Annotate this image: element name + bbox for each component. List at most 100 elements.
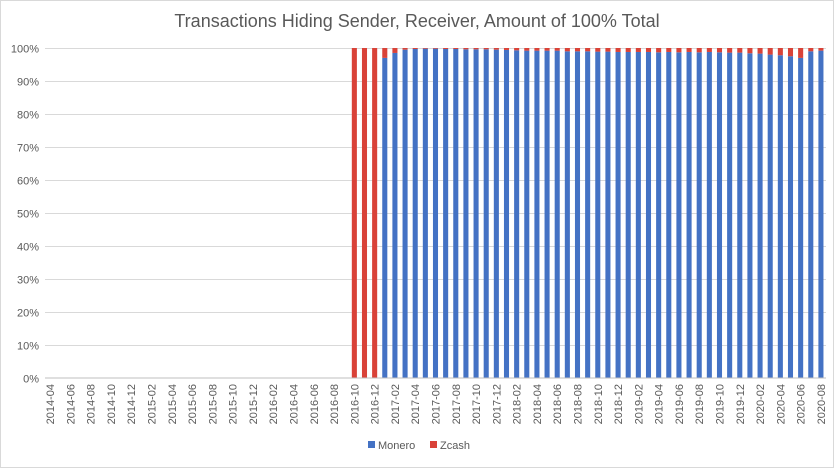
x-tick-label: 2019-04 [654, 384, 666, 424]
bar-monero-2018-09 [585, 51, 591, 379]
x-tick-label: 2014-12 [126, 384, 138, 424]
bar-zcash-2017-12 [493, 48, 499, 50]
y-tick-label: 80% [17, 110, 39, 122]
bar-monero-2017-08 [453, 48, 459, 379]
bar-monero-2018-07 [564, 51, 570, 379]
bar-zcash-2019-09 [706, 48, 712, 52]
x-tick-label: 2019-02 [633, 384, 645, 424]
x-tick-label: 2019-08 [694, 384, 706, 424]
x-tick-label: 2016-06 [309, 384, 321, 424]
bar-zcash-2020-04 [777, 48, 783, 56]
x-tick-label: 2015-02 [147, 384, 159, 424]
bar-zcash-2017-04 [412, 48, 418, 49]
bar-zcash-2017-06 [432, 48, 439, 49]
legend: Monero Zcash [368, 440, 470, 452]
bar-monero-2018-11 [605, 51, 611, 378]
bar-monero-2019-01 [625, 51, 631, 379]
bar-zcash-2018-02 [514, 48, 520, 51]
y-axis-tick-labels: 0% 10% 20% 30% 40% 50% 60% 70% 80% 90% 100% [11, 44, 39, 386]
bar-monero-2018-05 [544, 50, 550, 378]
x-tick-label: 2018-02 [512, 384, 524, 424]
y-tick-label: 20% [17, 308, 39, 320]
bar-monero-2019-05 [666, 51, 672, 379]
bar-zcash-2018-10 [595, 48, 601, 52]
legend-swatch-zcash [430, 441, 437, 448]
bar-monero-2017-09 [463, 49, 469, 378]
bar-zcash-2017-08 [453, 48, 459, 49]
x-tick-label: 2015-10 [228, 384, 240, 424]
bar-zcash-2019-07 [686, 48, 692, 52]
bar-zcash-2016-12 [372, 48, 378, 378]
x-tick-label: 2018-04 [532, 384, 544, 424]
x-tick-label: 2018-06 [552, 384, 564, 424]
bar-zcash-2020-05 [787, 48, 794, 57]
x-tick-label: 2016-04 [289, 384, 301, 424]
bar-zcash-2018-09 [585, 48, 591, 52]
y-tick-label: 60% [17, 176, 39, 188]
bar-zcash-2019-04 [656, 48, 662, 53]
bar-monero-2017-11 [483, 49, 489, 378]
y-tick-label: 50% [17, 209, 39, 221]
x-tick-label: 2014-08 [86, 384, 98, 424]
y-tick-label: 10% [17, 341, 39, 353]
bar-monero-2017-02 [392, 52, 398, 378]
bar-monero-2020-01 [747, 53, 753, 378]
bar-monero-2018-10 [595, 51, 601, 378]
bar-zcash-2017-09 [463, 48, 469, 50]
bar-monero-2018-06 [554, 50, 560, 378]
y-tick-label: 70% [17, 143, 39, 155]
bar-zcash-2017-05 [422, 48, 428, 49]
bar-zcash-2020-01 [747, 48, 753, 54]
x-tick-label: 2014-10 [106, 384, 118, 424]
bar-zcash-2019-08 [696, 48, 702, 53]
bar-zcash-2020-07 [808, 48, 814, 52]
bar-zcash-2019-02 [635, 48, 641, 52]
bar-zcash-2016-10 [351, 48, 357, 378]
bar-zcash-2018-05 [544, 48, 550, 51]
chart-title: Transactions Hiding Sender, Receiver, Am… [174, 11, 659, 31]
bar-zcash-2020-08 [818, 48, 824, 51]
bar-zcash-2017-11 [483, 48, 489, 50]
x-tick-label: 2017-08 [451, 384, 463, 424]
bar-zcash-2017-07 [443, 48, 449, 49]
x-tick-label: 2019-12 [735, 384, 747, 424]
x-tick-label: 2015-12 [248, 384, 260, 424]
x-tick-label: 2015-04 [167, 384, 179, 424]
x-tick-label: 2014-06 [65, 384, 77, 424]
x-tick-label: 2015-06 [187, 384, 199, 424]
bar-monero-2018-04 [534, 50, 540, 378]
bar-monero-2017-03 [402, 49, 408, 379]
legend-label-monero: Monero [378, 440, 415, 452]
legend-label-zcash: Zcash [440, 440, 470, 452]
bar-monero-2018-08 [574, 51, 581, 379]
bar-monero-2017-04 [412, 48, 418, 379]
x-tick-label: 2020-06 [796, 384, 808, 424]
bar-zcash-2020-02 [757, 48, 763, 54]
bar-monero-2019-12 [737, 52, 743, 379]
bar-monero-2020-07 [808, 51, 814, 379]
bar-monero-2020-05 [787, 56, 794, 378]
bar-zcash-2019-12 [737, 48, 743, 53]
x-tick-label: 2019-10 [715, 384, 727, 424]
bar-zcash-2017-10 [473, 48, 479, 50]
bar-monero-2019-04 [656, 52, 662, 378]
bar-zcash-2018-12 [615, 48, 621, 52]
bar-zcash-2018-11 [605, 48, 611, 52]
x-tick-label: 2017-04 [410, 384, 422, 424]
bar-zcash-2020-03 [767, 48, 773, 55]
bar-zcash-2018-01 [503, 48, 510, 50]
bars [351, 48, 824, 379]
x-tick-label: 2020-04 [775, 384, 787, 424]
bar-monero-2017-06 [432, 48, 439, 378]
legend-swatch-monero [368, 441, 375, 448]
x-tick-label: 2016-02 [268, 384, 280, 424]
bar-zcash-2019-10 [716, 48, 723, 53]
x-tick-label: 2019-06 [674, 384, 686, 424]
bar-monero-2019-11 [727, 52, 733, 379]
bar-monero-2018-12 [615, 51, 621, 379]
x-tick-label: 2016-08 [329, 384, 341, 424]
bar-zcash-2018-07 [564, 48, 570, 52]
bar-zcash-2019-11 [727, 48, 733, 53]
bar-monero-2017-10 [473, 49, 479, 378]
